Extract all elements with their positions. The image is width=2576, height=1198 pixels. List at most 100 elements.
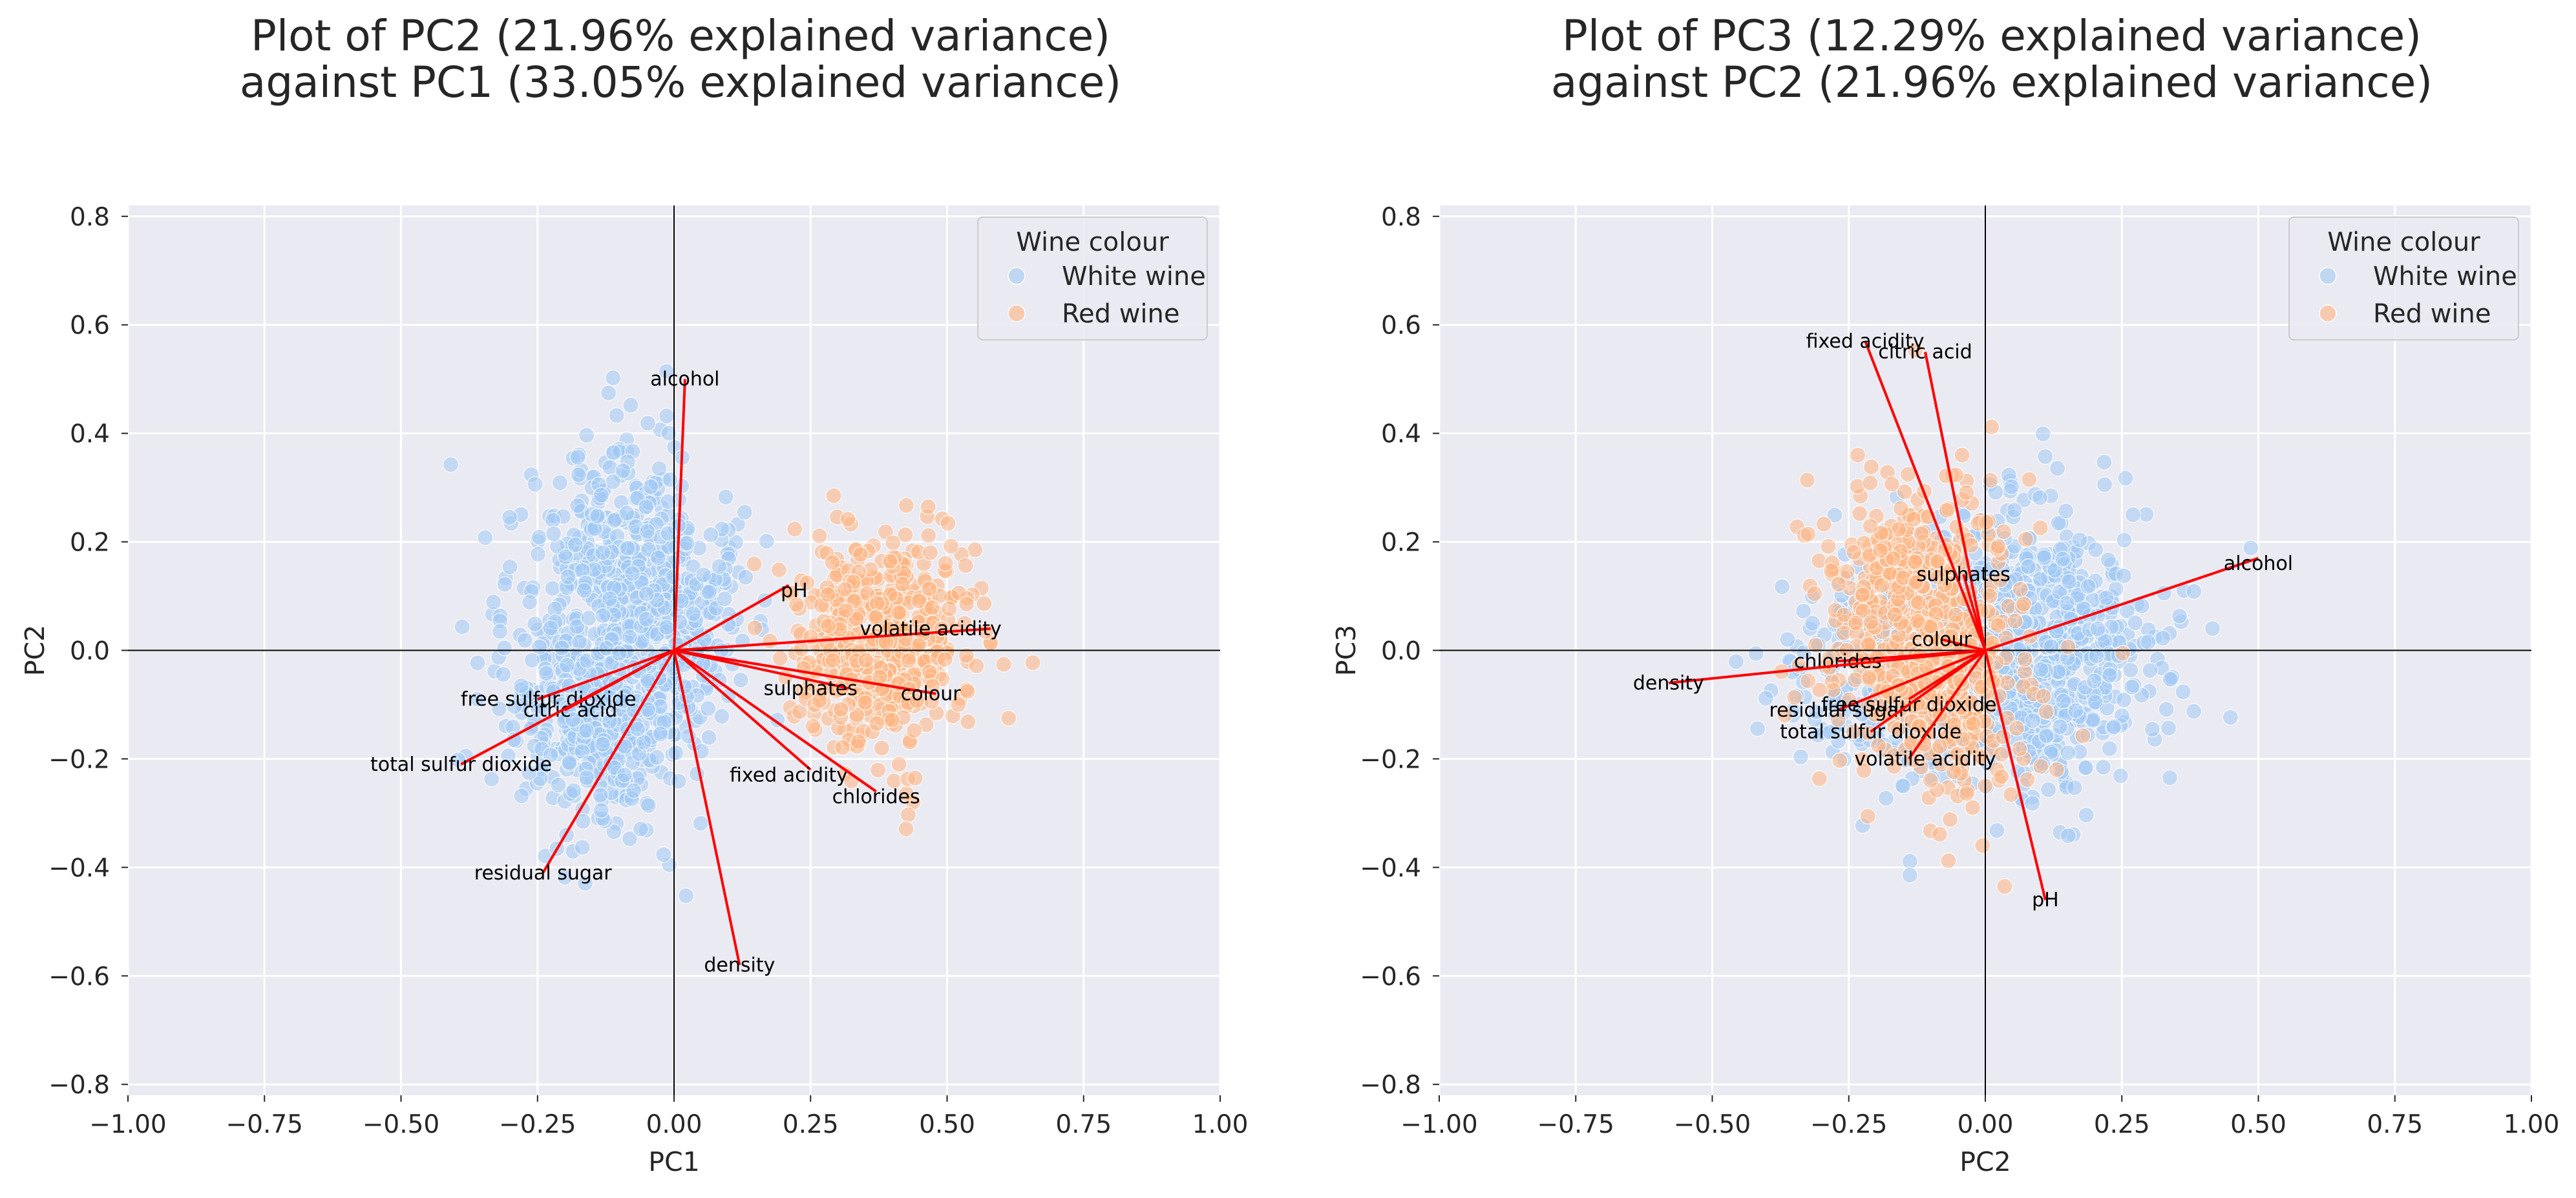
data-point [606,823,622,840]
data-point [624,565,641,582]
loading-label: pH [2032,889,2059,912]
data-point [485,593,502,611]
data-point [1958,785,1976,802]
data-point [574,839,591,856]
x-tick-label: 0.00 [646,1110,702,1139]
loading-label: fixed acidity [730,764,848,787]
data-point [1800,672,1817,689]
data-point [2003,786,2020,803]
data-point [531,638,548,656]
data-point [2017,531,2034,548]
data-point [1945,763,1963,781]
data-point [513,787,530,804]
loading-label: residual sugar [1769,699,1906,722]
data-point [1952,672,1969,689]
data-point [660,493,677,510]
data-point [1910,718,1928,735]
data-point [520,764,538,781]
data-point [564,711,582,728]
data-point [920,498,936,515]
y-tick-label: 0.4 [70,420,110,449]
loading-arrow [1668,649,1986,684]
loading-label: volatile acidity [1854,748,1996,770]
data-point [640,797,657,814]
data-point [604,370,622,386]
data-point [1799,525,1817,543]
data-point [1992,768,2010,785]
data-point [1981,587,1998,604]
data-point [1830,576,1847,593]
loading-label: total sulfur dioxide [1780,720,1961,743]
data-point [679,534,696,552]
data-point [2117,470,2134,487]
chart-title-line1: Plot of PC3 (12.29% explained variance) [1562,11,2422,61]
data-point [897,526,914,543]
loading-arrow [1870,649,1987,733]
y-tick-label: −0.4 [1360,854,1421,883]
data-point [1938,501,1956,519]
data-point [2078,806,2095,824]
data-point [942,538,960,555]
data-point [995,656,1012,673]
data-point [873,739,891,757]
data-point [1883,476,1901,493]
series-white-wine [442,363,786,905]
data-point [799,574,816,591]
data-point [1795,602,1812,620]
data-point [1854,586,1871,604]
data-point [1958,484,1975,501]
data-point [512,677,530,695]
data-point [660,425,677,442]
x-tick-label: −0.75 [1537,1110,1614,1139]
data-point [2127,615,2144,631]
loading-label: fixed acidity [1806,330,1925,353]
loading-arrow [1924,352,1987,651]
data-point [476,529,494,546]
legend-entry: Red wine [2373,299,2491,329]
data-point [761,633,779,649]
legend-marker [1008,304,1026,322]
data-point [1811,681,1828,699]
data-point [2050,514,2067,532]
data-point [2031,489,2049,506]
legend-title: Wine colour [1016,227,1169,257]
data-point [2048,761,2065,778]
legend-entry: Red wine [1062,299,1180,329]
y-axis-label: PC3 [1331,625,1362,676]
data-point [550,777,567,793]
loading-label: sulphates [1917,563,2011,586]
data-point [1983,419,2000,436]
chart-left: Plot of PC2 (21.96% explained variance) … [19,11,1248,1177]
data-point [629,720,646,737]
data-point [1931,738,1948,755]
x-tick-label: −0.50 [363,1110,440,1139]
data-point [1995,523,2012,540]
data-point [2098,589,2115,606]
legend: Wine colour White wine Red wine [2288,216,2519,341]
data-point [1851,505,1868,522]
data-point [1863,614,1880,631]
data-point [1806,585,1823,602]
data-point [2096,476,2113,493]
data-point [469,655,486,671]
data-point [825,652,841,669]
data-point [2088,647,2105,665]
data-point [608,407,625,424]
data-point [1821,724,1839,741]
data-point [1909,613,1927,629]
data-point [905,722,923,739]
data-point [523,652,541,669]
y-tick-label: 0.2 [70,529,110,558]
data-point [1965,715,1981,732]
data-point [940,515,956,532]
y-tick-label: −0.4 [48,854,110,883]
data-point [565,782,582,799]
data-point [1845,543,1863,561]
data-point [2122,662,2139,678]
data-point [1808,703,1825,720]
data-point [2060,827,2077,845]
data-point [2160,719,2177,737]
data-point [1779,631,1796,648]
data-point [891,756,907,773]
data-point [695,566,712,583]
